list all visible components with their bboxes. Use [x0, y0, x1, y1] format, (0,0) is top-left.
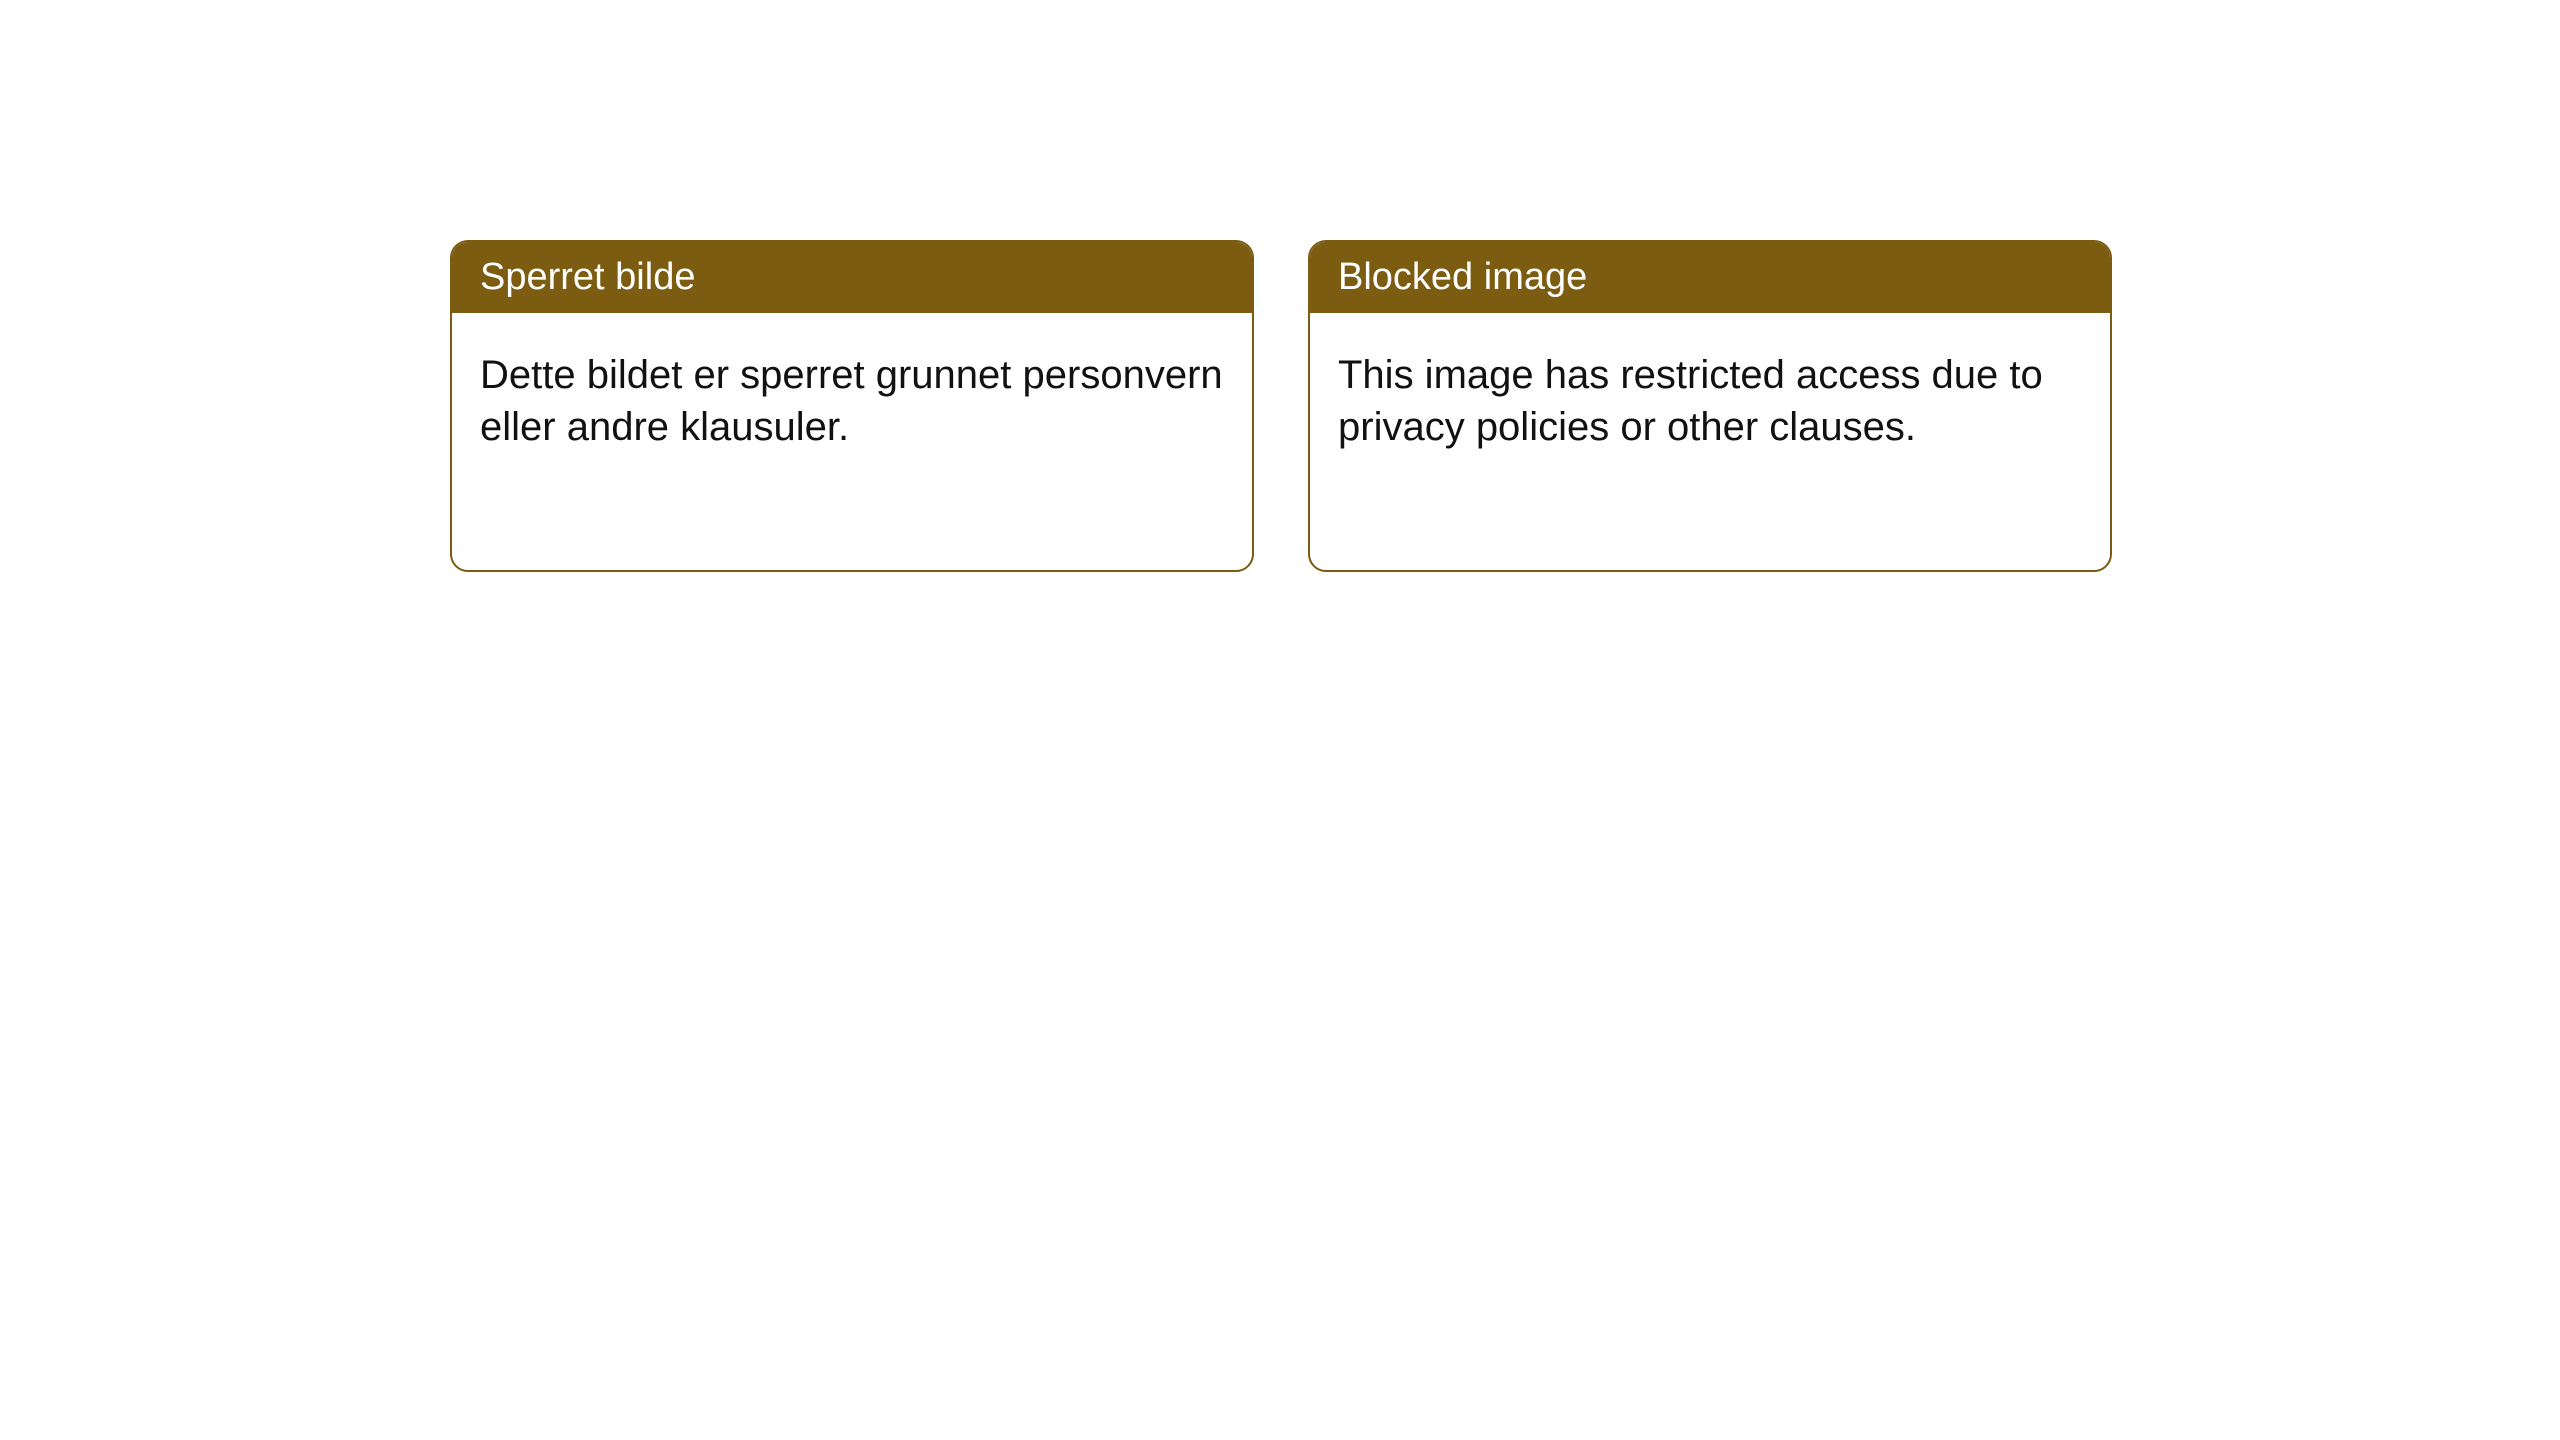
notice-card-en: Blocked image This image has restricted …: [1308, 240, 2112, 572]
notice-card-text: Dette bildet er sperret grunnet personve…: [480, 353, 1223, 449]
notice-card-title: Blocked image: [1338, 256, 1587, 298]
notice-card-text: This image has restricted access due to …: [1338, 353, 2043, 449]
notice-card-body: Dette bildet er sperret grunnet personve…: [452, 313, 1252, 570]
notice-card-header: Blocked image: [1310, 242, 2110, 313]
notice-card-title: Sperret bilde: [480, 256, 695, 298]
notice-cards-row: Sperret bilde Dette bildet er sperret gr…: [0, 0, 2560, 572]
notice-card-no: Sperret bilde Dette bildet er sperret gr…: [450, 240, 1254, 572]
notice-card-body: This image has restricted access due to …: [1310, 313, 2110, 570]
notice-card-header: Sperret bilde: [452, 242, 1252, 313]
